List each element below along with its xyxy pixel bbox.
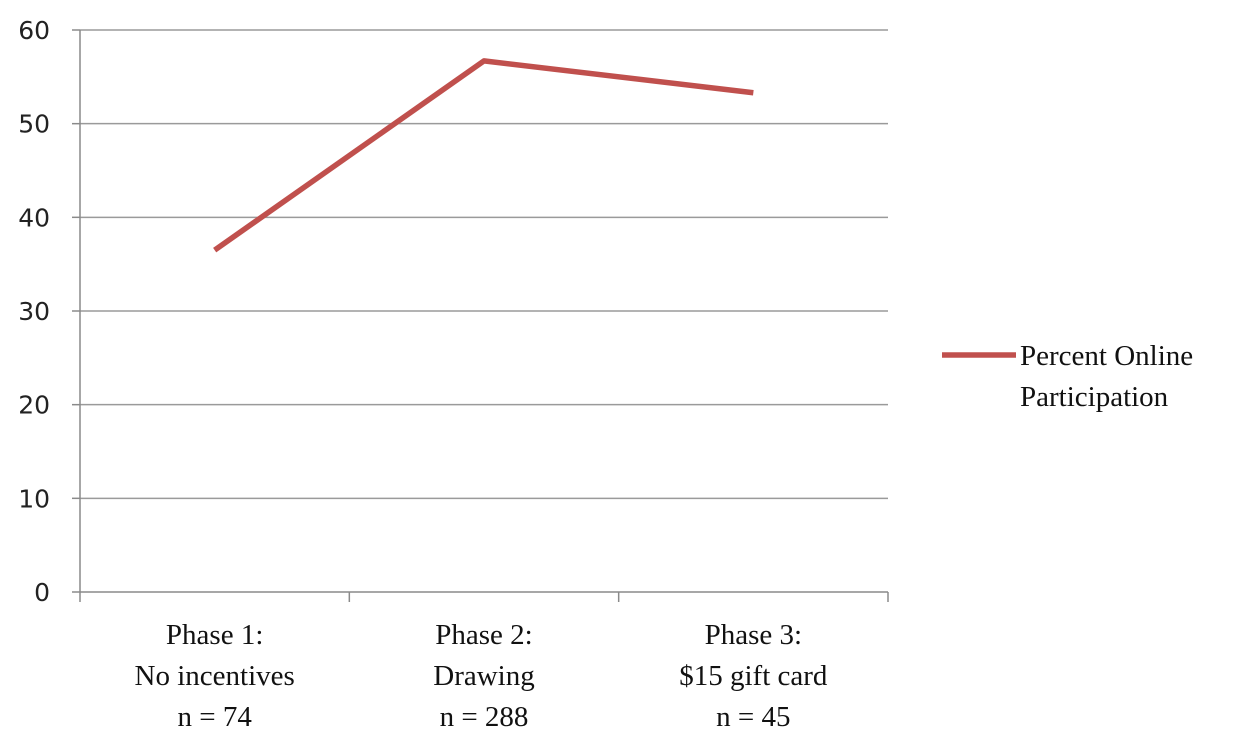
series-line-1: [213, 58, 754, 253]
y-tick-label-50: 50: [18, 110, 50, 139]
x-tick-label-3: Phase 3: $15 gift card n = 45: [679, 619, 828, 731]
y-tick-label-40: 40: [18, 203, 50, 232]
y-tick-label-10: 10: [18, 484, 50, 513]
legend: Percent Online Participation: [942, 340, 1193, 413]
x-tick-label-2: Phase 2: Drawing n = 288: [433, 619, 534, 731]
y-tick-labels: 0 10 20 30 40 50 60: [18, 16, 50, 607]
gridlines: [80, 29, 888, 500]
axes: [72, 29, 889, 602]
y-tick-label-20: 20: [18, 391, 50, 420]
legend-label-1: Percent Online Participation: [1020, 340, 1193, 413]
x-tick-label-1: Phase 1: No incentives n = 74: [135, 619, 295, 731]
x-tick-labels: Phase 1: No incentives n = 74 Phase 2: Drawi…: [135, 619, 828, 731]
series-group: [213, 58, 754, 253]
y-tick-label-0: 0: [34, 578, 50, 607]
y-tick-label-60: 60: [18, 16, 50, 45]
y-tick-label-30: 30: [18, 297, 50, 326]
